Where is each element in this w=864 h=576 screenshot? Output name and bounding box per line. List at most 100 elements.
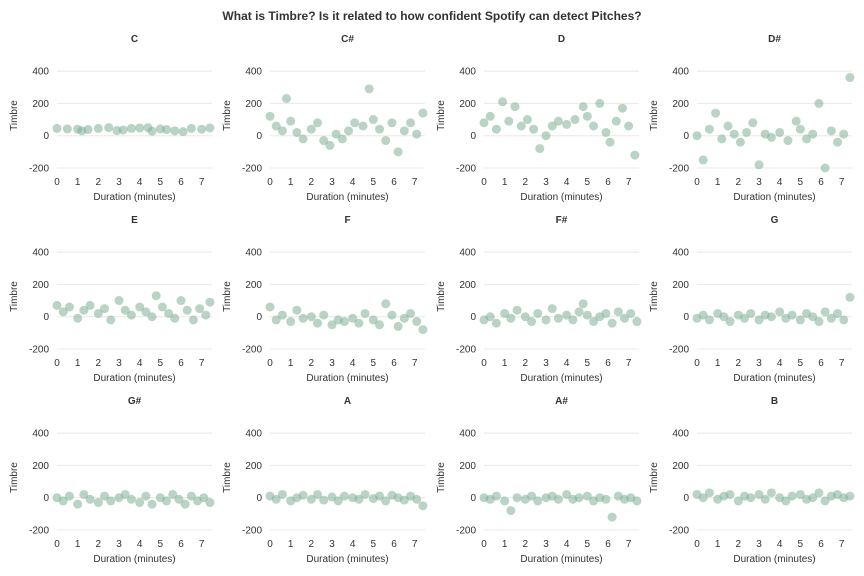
y-axis-label: Timbre: [9, 281, 20, 312]
data-point: [418, 501, 428, 511]
data-point: [271, 315, 281, 325]
x-tick-label: 6: [391, 177, 397, 188]
y-axis-label: Timbre: [222, 100, 233, 131]
data-point: [754, 315, 764, 325]
y-tick-label: 200: [245, 99, 262, 110]
y-tick-label: -200: [456, 526, 476, 537]
x-tick-label: 0: [694, 539, 700, 550]
data-point: [491, 318, 501, 328]
data-point: [704, 124, 714, 134]
y-axis-label: Timbre: [436, 281, 447, 312]
x-tick-label: 1: [288, 358, 294, 369]
data-point: [387, 310, 397, 320]
data-point: [632, 496, 642, 506]
data-point: [506, 506, 516, 516]
data-point: [331, 129, 341, 139]
y-tick-label: 200: [672, 99, 689, 110]
y-tick-label: 400: [672, 429, 689, 440]
data-point: [795, 124, 805, 134]
data-point: [740, 313, 750, 323]
x-tick-label: 1: [715, 539, 721, 550]
x-tick-label: 4: [564, 539, 570, 550]
panel-11: B -200 0 200 400 0 1 2 3 4 5 6 7 Duration (minutes) Ti…: [649, 396, 855, 565]
x-tick-label: 2: [96, 177, 102, 188]
data-point: [520, 312, 530, 322]
data-point: [516, 121, 526, 131]
data-point: [578, 102, 588, 112]
data-point: [746, 308, 756, 318]
x-tick-label: 0: [481, 539, 487, 550]
x-tick-label: 2: [309, 177, 315, 188]
panel-title: F#: [556, 215, 568, 226]
data-point: [186, 491, 196, 501]
data-point: [306, 312, 316, 322]
data-point: [52, 300, 62, 310]
data-point: [319, 495, 329, 505]
panel-5: F -200 0 200 400 0 1 2 3 4 5 6 7 Duration (minutes) Ti…: [222, 215, 428, 384]
y-tick-label: 0: [43, 312, 49, 323]
x-tick-label: 1: [75, 358, 81, 369]
y-axis-label: Timbre: [649, 462, 660, 493]
data-point: [742, 127, 752, 137]
data-point: [698, 155, 708, 165]
x-tick-label: 5: [585, 539, 591, 550]
data-point: [553, 494, 563, 504]
x-tick-label: 4: [137, 358, 143, 369]
panel-title: E: [131, 215, 138, 226]
data-point: [368, 115, 378, 125]
y-axis-label: Timbre: [649, 281, 660, 312]
data-point: [168, 489, 178, 499]
data-point: [845, 292, 855, 302]
y-tick-label: 0: [683, 312, 689, 323]
data-point: [354, 494, 364, 504]
data-point: [375, 491, 385, 501]
data-point: [58, 496, 68, 506]
data-point: [820, 307, 830, 317]
data-point: [100, 304, 110, 314]
y-tick-label: 200: [672, 461, 689, 472]
data-point: [306, 124, 316, 134]
data-point: [808, 312, 818, 322]
data-point: [313, 489, 323, 499]
y-tick-label: 200: [32, 280, 49, 291]
data-point: [500, 308, 510, 318]
data-point: [595, 98, 605, 108]
data-point: [617, 103, 627, 113]
data-point: [147, 312, 157, 322]
x-tick-label: 7: [839, 177, 845, 188]
y-tick-label: -200: [242, 345, 262, 356]
y-tick-label: -200: [29, 526, 49, 537]
x-tick-label: 7: [412, 539, 418, 550]
data-point: [199, 493, 209, 503]
x-tick-label: 7: [839, 358, 845, 369]
data-point: [766, 312, 776, 322]
data-point: [387, 118, 397, 128]
y-tick-label: -200: [29, 345, 49, 356]
data-point: [126, 310, 136, 320]
x-tick-label: 1: [502, 539, 508, 550]
x-tick-label: 1: [75, 177, 81, 188]
data-point: [711, 108, 721, 118]
data-point: [418, 108, 428, 118]
data-point: [601, 494, 611, 504]
x-tick-label: 0: [54, 358, 60, 369]
x-tick-label: 1: [288, 177, 294, 188]
figure-title: What is Timbre? Is it related to how con…: [222, 9, 642, 23]
x-tick-label: 6: [605, 358, 611, 369]
x-tick-label: 6: [818, 177, 824, 188]
x-tick-label: 3: [756, 358, 762, 369]
data-point: [406, 118, 416, 128]
data-point: [58, 307, 68, 317]
data-point: [350, 118, 360, 128]
data-point: [201, 310, 211, 320]
data-point: [178, 127, 188, 137]
data-point: [118, 125, 128, 135]
y-tick-label: 400: [459, 248, 476, 259]
data-point: [754, 160, 764, 170]
y-tick-label: 200: [672, 280, 689, 291]
data-point: [344, 126, 354, 136]
data-point: [826, 126, 836, 136]
x-tick-label: 4: [564, 177, 570, 188]
y-tick-label: 200: [32, 99, 49, 110]
data-point: [286, 116, 296, 126]
